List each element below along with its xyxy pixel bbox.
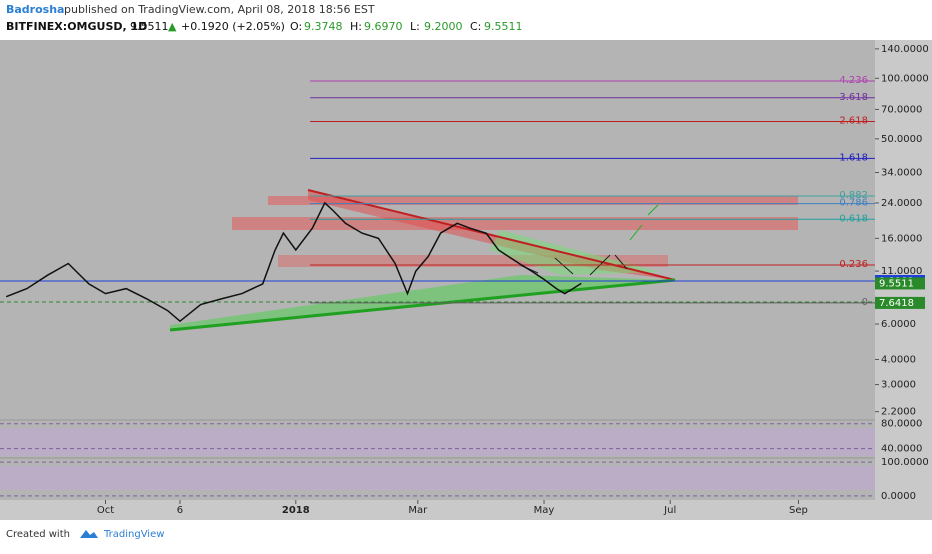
author: Badrosha — [6, 3, 64, 16]
fib-label: 0.882 — [839, 190, 868, 201]
fib-label: 1.618 — [839, 152, 868, 163]
y-tick-label: 11.0000 — [881, 266, 922, 277]
published: published on TradingView.com, April 08, … — [64, 3, 375, 16]
x-tick-label: Jul — [663, 505, 676, 516]
x-tick-label: May — [534, 505, 555, 516]
y-tick-label: 24.0000 — [881, 198, 922, 209]
ohlc-value: 9.2000 — [424, 20, 463, 33]
x-tick-label: 2018 — [282, 505, 310, 516]
y-tick-label: 16.0000 — [881, 233, 922, 244]
fib-label: 0 — [862, 297, 868, 308]
up-arrow: ▲ — [168, 20, 177, 33]
price-tag-label: 9.5511 — [879, 278, 914, 289]
ohlc-value: 9.3748 — [304, 20, 343, 33]
zone — [232, 217, 798, 230]
trendline — [169, 278, 676, 332]
fib-label: 3.618 — [839, 92, 868, 103]
panel-tick-label: 100.0000 — [881, 457, 929, 468]
y-tick-label: 100.0000 — [881, 73, 929, 84]
panel-tick-label: 0.0000 — [881, 491, 916, 502]
footer-brand: TradingView — [103, 529, 164, 540]
zone — [268, 196, 798, 205]
price-line — [5, 201, 582, 323]
footer-created: Created with — [6, 529, 70, 540]
change: +0.1920 (+2.05%) — [181, 20, 285, 33]
ohlc-value: 9.6970 — [364, 20, 403, 33]
ohlc-key: C: — [470, 20, 481, 33]
panel-tick-label: 80.0000 — [881, 419, 922, 430]
symbol: BITFINEX:OMGUSD, 1D — [6, 20, 147, 33]
ohlc-key: O: — [290, 20, 302, 33]
y-tick-label: 140.0000 — [881, 44, 929, 55]
y-tick-label: 50.0000 — [881, 134, 922, 145]
x-tick-label: Mar — [408, 505, 428, 516]
y-tick-label: 4.0000 — [881, 354, 916, 365]
x-axis-bg — [0, 500, 875, 520]
y-tick-label: 2.2000 — [881, 407, 916, 418]
last-price: 9.5511 — [130, 20, 169, 33]
panel-tick-label: 40.0000 — [881, 444, 922, 455]
ohlc-value: 9.5511 — [484, 20, 523, 33]
x-tick-label: Sep — [789, 505, 808, 516]
x-tick-label: Oct — [97, 505, 114, 516]
ohlc-key: H: — [350, 20, 362, 33]
fib-label: 4.236 — [839, 75, 868, 86]
price-tag — [875, 277, 925, 290]
fib-label: 0.786 — [839, 198, 868, 209]
projection — [490, 230, 660, 275]
ohlc-key: L: — [410, 20, 420, 33]
fib-label: 0.236 — [839, 259, 868, 270]
y-tick-label: 34.0000 — [881, 168, 922, 179]
fib-label: 0.618 — [839, 213, 868, 224]
price-tag — [875, 296, 925, 309]
y-tick-label: 70.0000 — [881, 104, 922, 115]
y-tick-label: 6.0000 — [881, 319, 916, 330]
x-tick-label: 6 — [177, 505, 183, 516]
stoch-band — [0, 466, 875, 490]
fib-label: 2.618 — [839, 115, 868, 126]
rsi-band — [0, 428, 875, 456]
logo — [80, 530, 98, 538]
y-tick-label: 3.0000 — [881, 380, 916, 391]
price-tag-label: 7.6418 — [879, 298, 914, 309]
